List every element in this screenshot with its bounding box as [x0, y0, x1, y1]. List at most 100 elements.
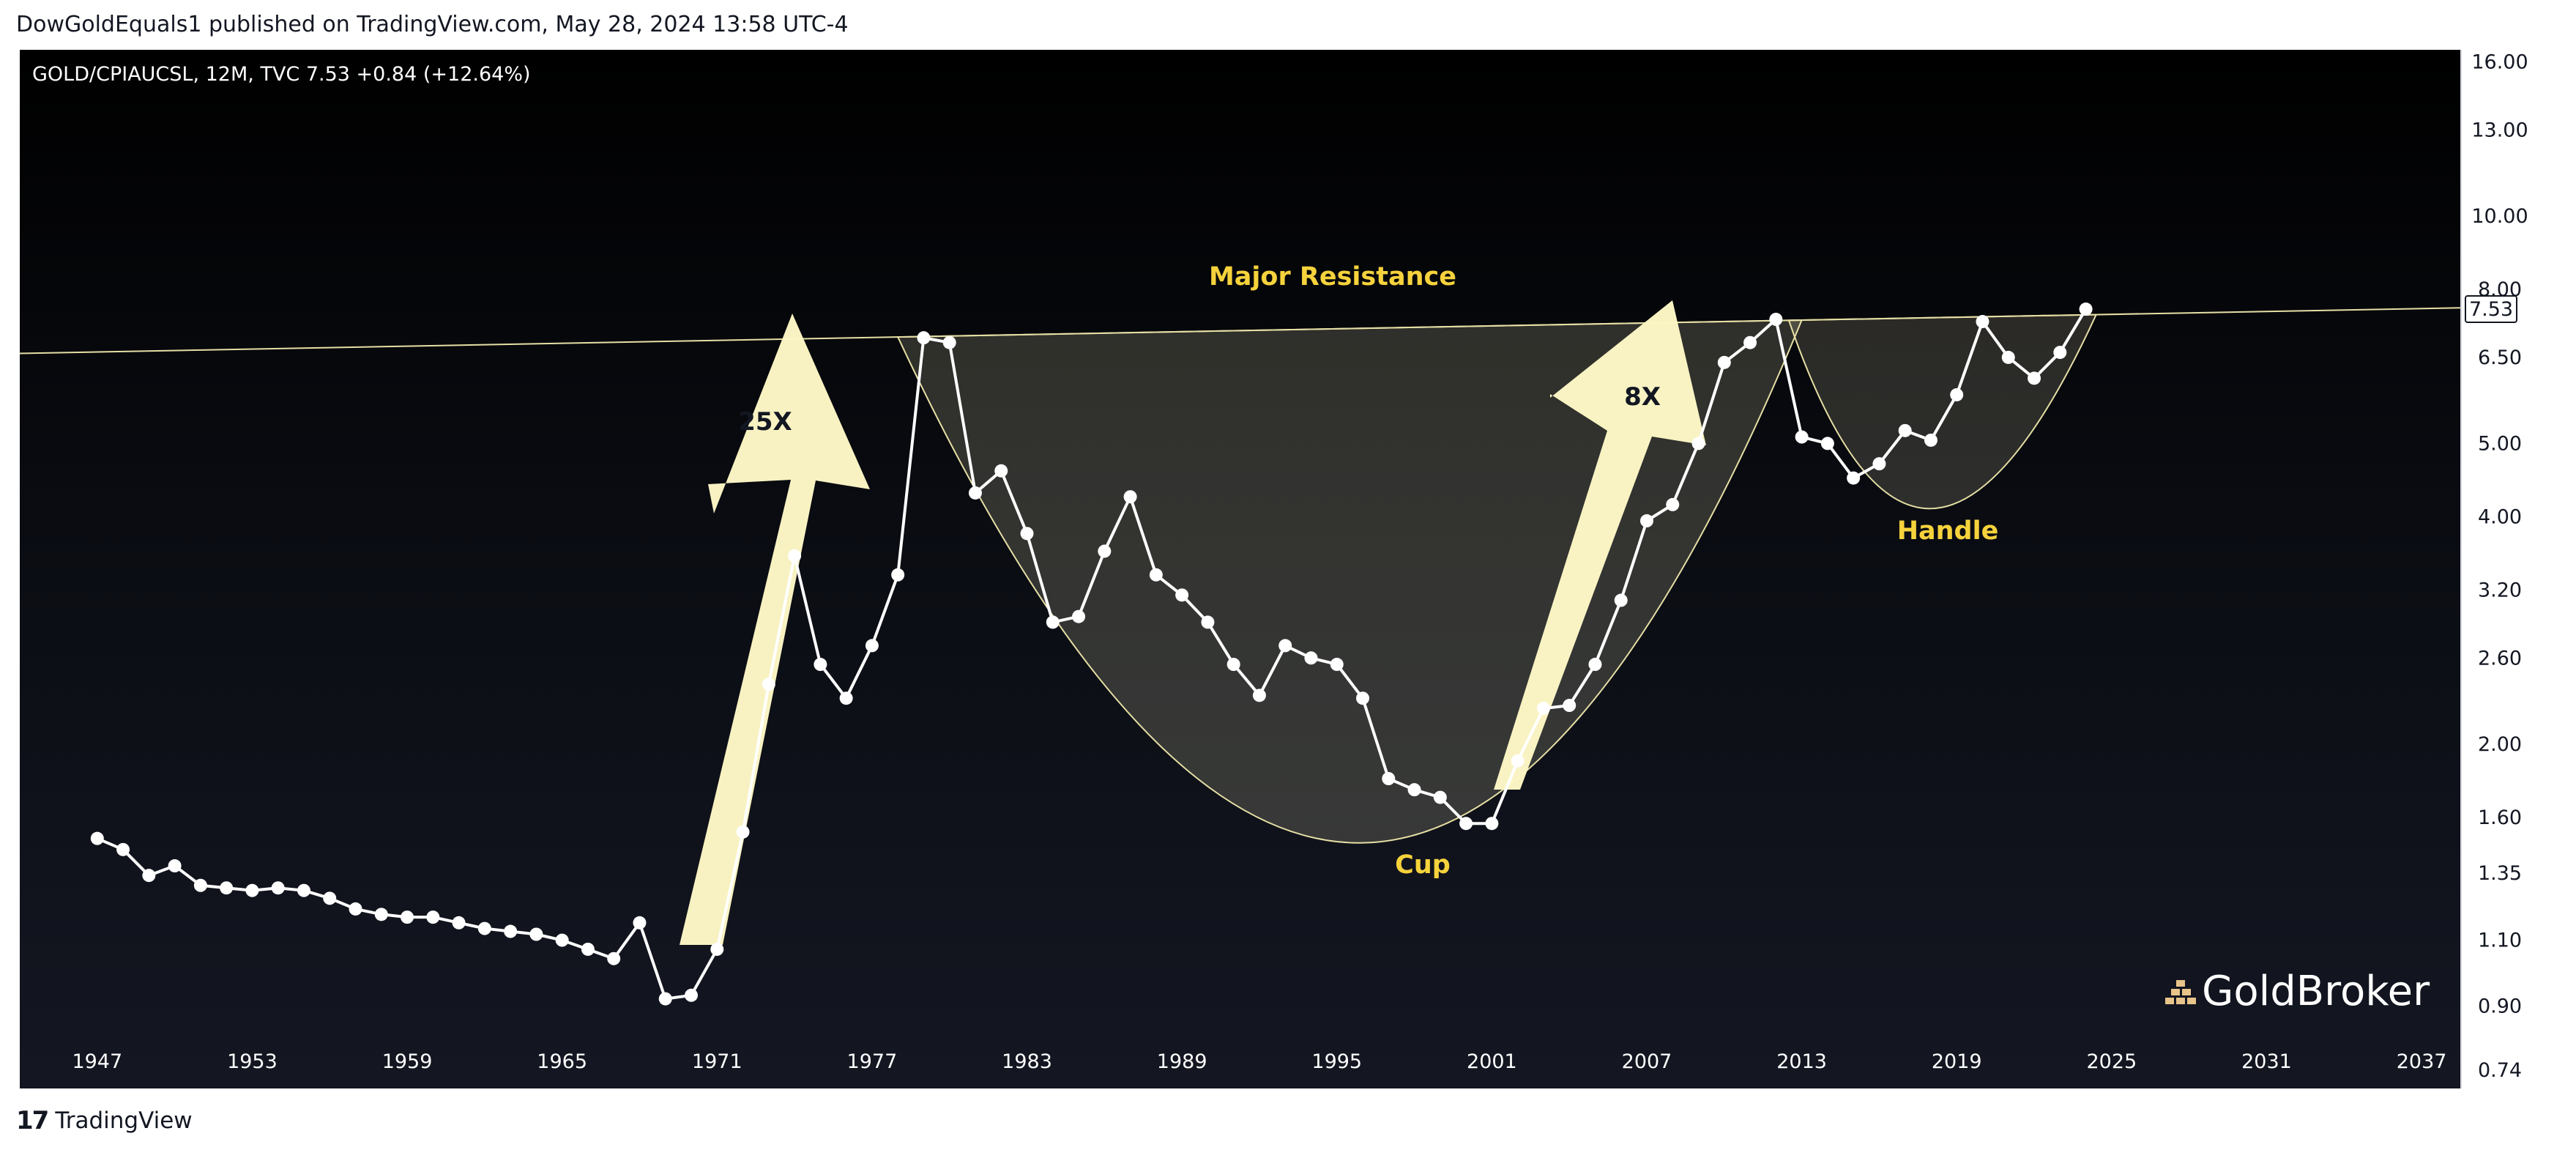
data-point[interactable] [968, 486, 982, 500]
data-point[interactable] [2001, 350, 2015, 364]
data-point[interactable] [1433, 790, 1447, 804]
data-point[interactable] [477, 921, 491, 935]
data-point[interactable] [942, 335, 956, 349]
price-axis[interactable]: 16.00 13.00 10.00 8.00 6.50 5.00 4.00 3.20 2.60 2… [2460, 50, 2576, 1088]
data-point[interactable] [116, 842, 130, 856]
data-point[interactable] [426, 910, 440, 924]
y-tick-label: 4.00 [2478, 505, 2522, 528]
data-point[interactable] [1666, 497, 1680, 511]
data-point[interactable] [658, 992, 672, 1006]
data-point[interactable] [1356, 691, 1370, 705]
data-point[interactable] [1149, 568, 1163, 582]
data-point[interactable] [529, 927, 543, 941]
data-point[interactable] [349, 902, 362, 916]
data-point[interactable] [607, 951, 621, 965]
x-tick-label: 1995 [1311, 1050, 1362, 1073]
y-tick-label: 2.60 [2478, 647, 2522, 669]
data-point[interactable] [1691, 437, 1705, 450]
cup-label: Cup [1395, 850, 1451, 880]
data-point[interactable] [581, 942, 595, 956]
data-point[interactable] [452, 916, 466, 930]
y-tick-label: 0.74 [2478, 1059, 2522, 1082]
data-point[interactable] [1382, 772, 1396, 786]
chart-pane[interactable]: 1947 1953 1959 1965 1971 1977 1983 1989 1995 2001… [19, 50, 2461, 1088]
data-point[interactable] [917, 331, 931, 345]
data-point[interactable] [2028, 371, 2041, 385]
data-point[interactable] [762, 678, 775, 691]
data-point[interactable] [1717, 355, 1731, 369]
data-point[interactable] [1278, 639, 1292, 653]
data-point[interactable] [555, 933, 569, 947]
y-tick-label: 1.10 [2478, 930, 2522, 952]
data-point[interactable] [1304, 651, 1318, 665]
data-point[interactable] [1226, 658, 1240, 672]
data-point[interactable] [1072, 609, 1086, 623]
data-point[interactable] [142, 869, 156, 883]
data-point[interactable] [839, 691, 853, 705]
data-point[interactable] [1201, 615, 1215, 629]
data-point[interactable] [865, 639, 879, 653]
data-point[interactable] [1847, 471, 1861, 485]
data-point[interactable] [1769, 312, 1783, 326]
data-point[interactable] [245, 883, 259, 897]
data-point[interactable] [1640, 514, 1653, 528]
data-point[interactable] [1511, 754, 1525, 768]
data-point[interactable] [1046, 615, 1060, 629]
x-tick-label: 2019 [1932, 1050, 1982, 1073]
tradingview-footer[interactable]: 17 TradingView [16, 1102, 193, 1139]
x-tick-label: 1959 [382, 1050, 433, 1073]
data-point[interactable] [168, 859, 182, 873]
data-point[interactable] [736, 825, 750, 839]
publisher-header: DowGoldEquals1 published on TradingView.… [16, 12, 849, 37]
data-point[interactable] [1924, 433, 1937, 447]
data-point[interactable] [1588, 658, 1602, 672]
data-point[interactable] [504, 924, 518, 938]
data-point[interactable] [1252, 689, 1266, 702]
data-point[interactable] [1123, 490, 1137, 504]
data-point[interactable] [297, 883, 310, 897]
data-point[interactable] [994, 464, 1008, 478]
data-point[interactable] [1743, 335, 1757, 349]
data-point[interactable] [90, 831, 104, 845]
data-point[interactable] [1485, 817, 1499, 831]
data-point[interactable] [1098, 544, 1112, 558]
arrow-8x-label: 8X [1624, 382, 1661, 412]
data-point[interactable] [1407, 783, 1421, 797]
data-point[interactable] [374, 908, 388, 921]
data-point[interactable] [1020, 527, 1034, 541]
data-point[interactable] [1976, 315, 1989, 329]
data-point[interactable] [1459, 817, 1473, 831]
data-point[interactable] [788, 549, 802, 563]
data-point[interactable] [220, 881, 234, 895]
data-point[interactable] [1795, 430, 1809, 444]
data-point[interactable] [1536, 702, 1550, 716]
data-point[interactable] [1175, 588, 1189, 602]
data-point[interactable] [1950, 387, 1964, 401]
data-point[interactable] [1614, 593, 1628, 607]
data-point[interactable] [2053, 346, 2067, 360]
data-point[interactable] [401, 910, 414, 924]
data-point[interactable] [1563, 699, 1577, 713]
handle-label: Handle [1897, 516, 1999, 546]
price-axis-canvas[interactable]: 16.0013.0010.008.006.505.004.003.202.602… [2462, 50, 2576, 1088]
data-point[interactable] [2079, 303, 2093, 316]
x-tick-label: 2031 [2241, 1050, 2292, 1073]
data-point[interactable] [814, 658, 827, 672]
data-point[interactable] [710, 942, 724, 956]
data-point[interactable] [193, 878, 207, 892]
data-point[interactable] [633, 916, 647, 930]
data-point[interactable] [323, 891, 337, 905]
data-point[interactable] [1820, 437, 1834, 450]
data-point[interactable] [891, 568, 905, 582]
data-point[interactable] [1872, 457, 1886, 471]
last-price-label: 7.53 [2469, 298, 2513, 321]
data-point[interactable] [1330, 658, 1344, 672]
chart-canvas[interactable]: 1947 1953 1959 1965 1971 1977 1983 1989 1995 2001… [19, 50, 2461, 1088]
data-point[interactable] [1898, 423, 1912, 437]
y-tick-label: 1.35 [2478, 862, 2522, 885]
x-tick-label: 1977 [847, 1050, 898, 1073]
x-tick-label: 2025 [2086, 1050, 2137, 1073]
y-tick-label: 6.50 [2478, 346, 2522, 369]
data-point[interactable] [271, 881, 285, 895]
data-point[interactable] [685, 988, 699, 1002]
